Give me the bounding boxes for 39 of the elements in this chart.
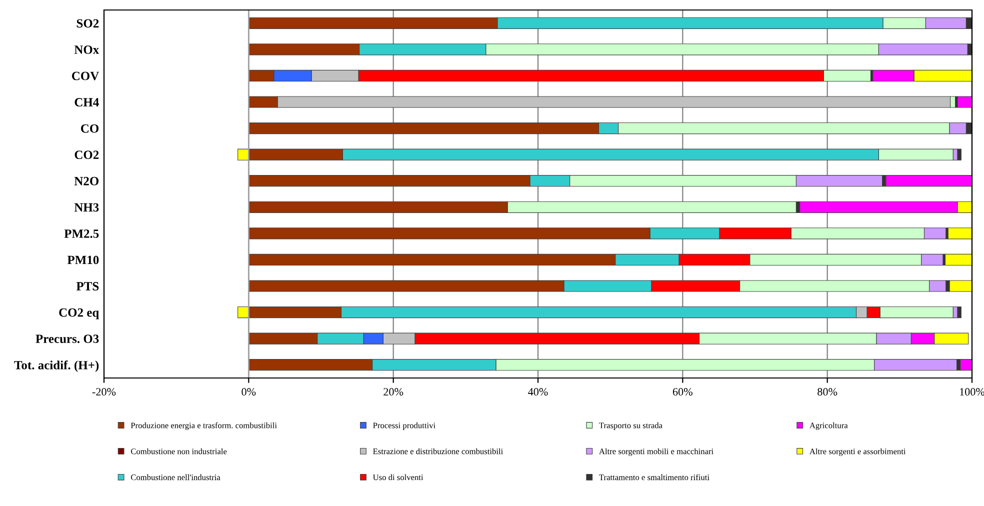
bar [949, 280, 972, 292]
legend-label: Uso di solventi [372, 474, 424, 480]
x-tick-label: -20% [92, 388, 116, 396]
legend-label: Trattamento e smaltimento rifiuti [599, 474, 710, 480]
x-tick-label: 0% [242, 388, 256, 396]
bar [957, 148, 962, 160]
y-tick-label: PTS [76, 282, 99, 290]
x-tick-label: 40% [528, 388, 548, 396]
y-tick-label: COV [72, 72, 99, 80]
y-tick-label: PM2.5 [64, 229, 99, 238]
y-tick-label: N2O [74, 176, 99, 186]
legend-label: Estrazione e distribuzione combustibili [373, 448, 503, 454]
y-tick-label: CO [81, 124, 99, 133]
bar [957, 96, 972, 108]
bar [886, 175, 972, 187]
bar [944, 254, 972, 266]
y-tick-label: PM10 [67, 256, 99, 264]
x-tick-label: 60% [672, 388, 692, 396]
y-tick-label: NOx [74, 45, 100, 54]
legend-label: Combustione nell'industria [130, 474, 220, 480]
y-tick-label: CO2 eq [59, 308, 100, 320]
bar [957, 306, 962, 318]
y-tick-label: CH4 [74, 98, 99, 106]
y-tick-label: Tot. acidif. (H+) [14, 360, 99, 372]
legend-label: Produzione energia e trasform. combustibili [130, 422, 277, 430]
y-tick-label: SO2 [76, 19, 99, 28]
legend-label: Combustione non industriale [130, 448, 227, 454]
legend-label: Agricoltura [810, 422, 848, 430]
legend-label: Altre sorgenti mobili e macchinari [599, 448, 714, 456]
x-tick-label: 20% [384, 388, 404, 396]
bar [948, 228, 972, 240]
x-tick-label: 80% [818, 388, 838, 396]
y-tick-label: NH3 [74, 203, 99, 212]
legend-label: Trasporto su strada [599, 422, 662, 430]
bar [960, 359, 972, 371]
legend-label: Processi produttivi [373, 422, 436, 430]
y-tick-label: CO2 [74, 150, 99, 160]
legend-label: Altre sorgenti e assorbimenti [810, 448, 906, 456]
y-tick-label: Precurs. O3 [36, 334, 99, 344]
